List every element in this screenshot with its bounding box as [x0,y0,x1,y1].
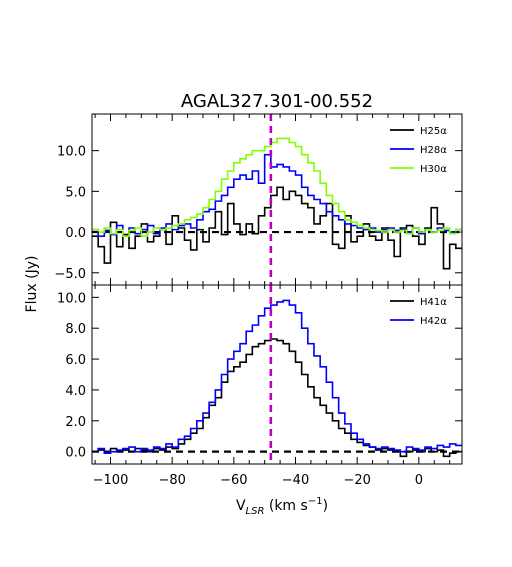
x-axis-label-unit: (km s [264,498,307,514]
x-tick-label: −80 [158,473,185,488]
chart-title: AGAL327.301-00.552 [181,91,373,112]
top-panel: −5.0 0.0 5.0 10.0 H25α H28α H30α [54,113,463,286]
y-tick-label: 10.0 [57,145,86,160]
x-tick-label: 0 [415,473,423,488]
x-axis-label-exp: −1 [308,496,323,507]
y-tick-label: 4.0 [65,384,86,399]
x-tick-label: −20 [343,473,370,488]
x-tick-label: −100 [93,473,129,488]
legend-label: H28α [420,145,447,156]
plot-area-top [92,114,462,285]
series-line-H41α [92,338,462,458]
x-tick-label: −40 [282,473,309,488]
x-axis-label-sub: LSR [246,506,265,517]
y-tick-label: 5.0 [65,185,86,200]
legend-label: H41α [420,297,447,308]
bottom-panel: −100 −80 −60 −40 −20 0 0.0 2.0 4.0 6.0 8.0 10.0 H41α… [57,284,463,488]
legend-label: H30α [420,164,447,175]
y-tick-label: 10.0 [57,291,86,306]
y-tick-label: 6.0 [65,353,86,368]
series-line-H25α [92,186,462,270]
legend-label: H42α [420,316,447,327]
y-tick-label: 2.0 [65,415,86,430]
axes-frame-bottom [91,284,463,465]
plot-area-bottom [92,285,462,464]
y-tick-label: 0.0 [65,226,86,241]
x-tick-label: −60 [220,473,247,488]
series-line-H42α [92,299,462,454]
y-tick-label: −5.0 [54,267,86,282]
x-axis-label-close: ) [323,498,328,514]
series-line-H30α [92,137,462,237]
legend-label: H25α [420,126,447,137]
x-axis-label-v: V [236,498,246,514]
x-axis-label: VLSR (km s−1) [236,496,328,517]
y-axis-label: Flux (Jy) [24,256,40,313]
y-tick-label: 0.0 [65,446,86,461]
y-tick-label: 8.0 [65,322,86,337]
